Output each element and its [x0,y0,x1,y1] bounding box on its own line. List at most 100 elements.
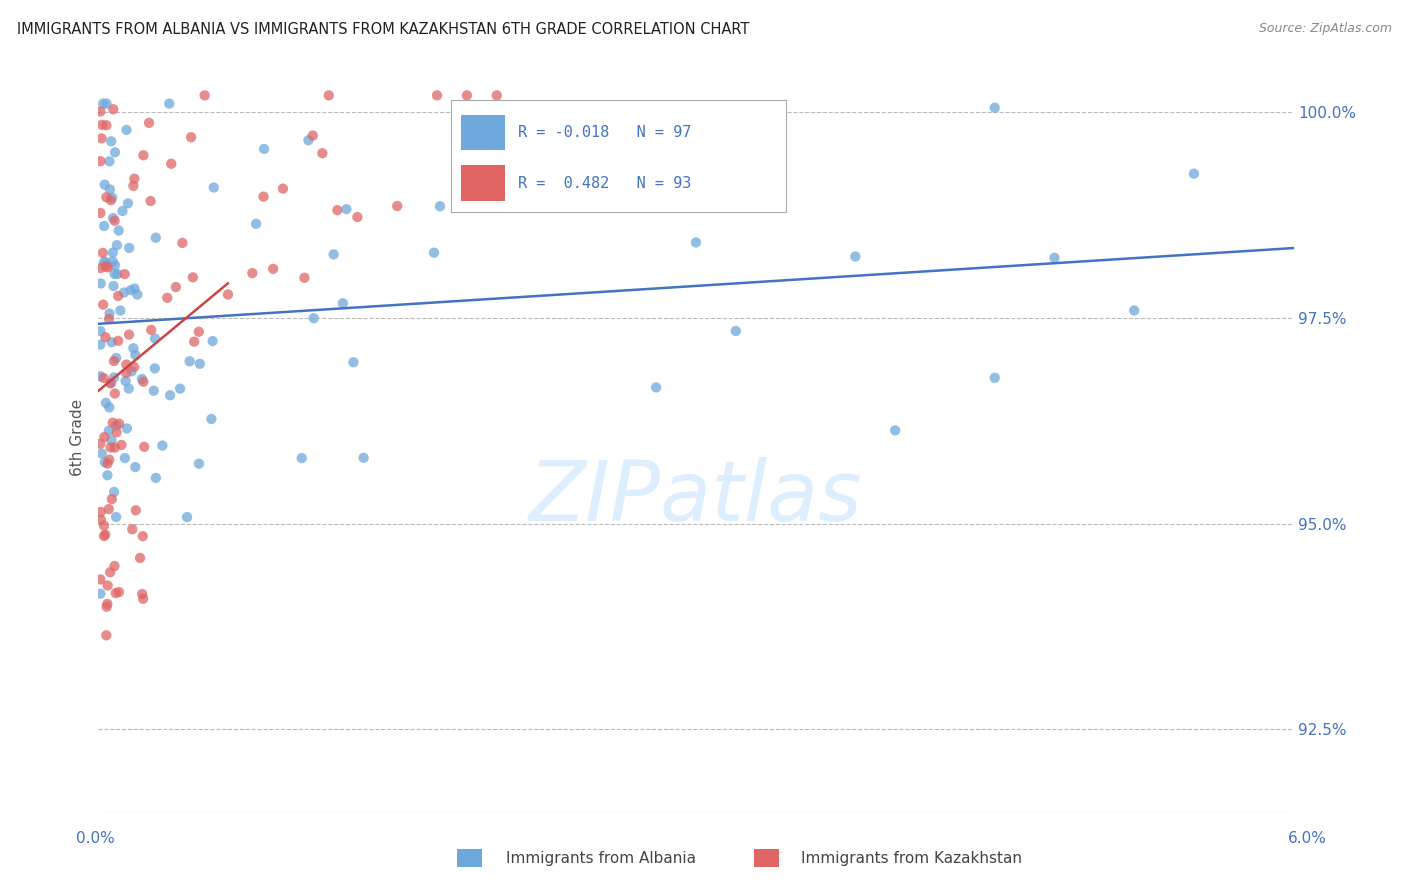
Point [115,123,138,137]
Point [423,245,446,260]
Point [94,330,117,344]
Point [101,254,124,268]
Point [108,417,131,431]
Point [89,261,111,276]
Point [145,230,167,244]
Point [332,296,354,310]
Point [291,451,314,466]
Point [101,492,124,507]
Point [104,145,127,160]
Point [90,118,112,132]
Point [105,351,128,365]
Point [271,181,294,195]
Point [93,518,115,533]
Point [108,585,131,599]
Point [96,599,118,614]
Point [107,223,129,237]
Point [475,168,498,182]
Point [187,325,209,339]
Point [132,375,155,389]
Point [110,438,132,452]
Point [262,261,284,276]
Point [96,96,118,111]
Point [429,199,451,213]
Point [98,307,121,321]
Point [103,279,125,293]
Point [160,157,183,171]
Point [131,372,153,386]
Point [91,297,114,311]
Point [125,503,148,517]
Point [1182,167,1205,181]
Point [245,217,267,231]
Point [111,204,134,219]
Point [100,434,122,448]
Point [89,104,111,119]
Point [105,425,128,440]
Point [844,250,866,264]
Point [98,452,121,467]
Point [294,270,316,285]
Point [98,154,121,169]
Point [114,451,136,466]
Point [101,245,124,260]
Text: Immigrants from Kazakhstan: Immigrants from Kazakhstan [801,851,1022,865]
Point [93,178,115,192]
Point [115,421,138,435]
Point [90,513,112,527]
Point [456,88,478,103]
Point [253,142,276,156]
Point [141,323,163,337]
Point [200,412,222,426]
Point [94,455,117,469]
Point [94,255,117,269]
Point [132,529,155,543]
Point [138,116,160,130]
Point [89,573,111,587]
Point [93,255,115,269]
Point [188,457,211,471]
Point [100,376,122,390]
Point [165,280,187,294]
Point [97,424,120,438]
Text: 0.0%: 0.0% [76,831,115,846]
Point [103,370,125,384]
Point [101,211,124,225]
Y-axis label: 6th Grade: 6th Grade [70,399,86,475]
Point [105,418,128,433]
Point [301,128,323,143]
Point [322,247,344,261]
Point [122,178,145,193]
Point [89,587,111,601]
Point [107,289,129,303]
Point [984,101,1007,115]
Point [645,380,668,394]
Point [89,436,111,450]
Point [318,88,340,103]
Point [97,502,120,516]
Point [124,281,146,295]
Point [103,267,125,281]
Point [121,522,143,536]
Point [157,96,180,111]
Point [97,260,120,275]
Point [346,210,368,224]
Point [297,133,319,147]
Point [105,510,128,524]
Point [89,337,111,351]
Point [104,441,127,455]
Point [104,386,127,401]
Point [118,327,141,342]
Point [172,235,194,250]
Point [93,371,115,385]
Point [98,312,121,326]
Point [110,303,132,318]
Point [89,154,111,169]
Point [124,171,146,186]
Point [131,587,153,601]
Point [103,354,125,368]
Point [121,364,143,378]
Point [100,441,122,455]
Point [884,423,907,437]
Point [97,578,120,592]
